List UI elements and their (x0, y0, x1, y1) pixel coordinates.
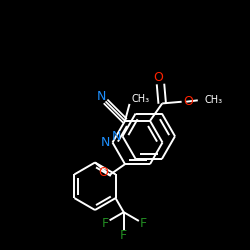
Text: O: O (183, 95, 193, 108)
Text: N: N (100, 136, 110, 149)
Text: N: N (97, 90, 106, 103)
Text: CH₃: CH₃ (204, 95, 222, 105)
Text: F: F (101, 216, 108, 230)
Text: F: F (140, 217, 147, 230)
Text: O: O (153, 71, 163, 84)
Text: F: F (120, 229, 127, 242)
Text: O: O (98, 166, 108, 179)
Text: CH₃: CH₃ (132, 94, 150, 104)
Text: N: N (112, 130, 121, 143)
